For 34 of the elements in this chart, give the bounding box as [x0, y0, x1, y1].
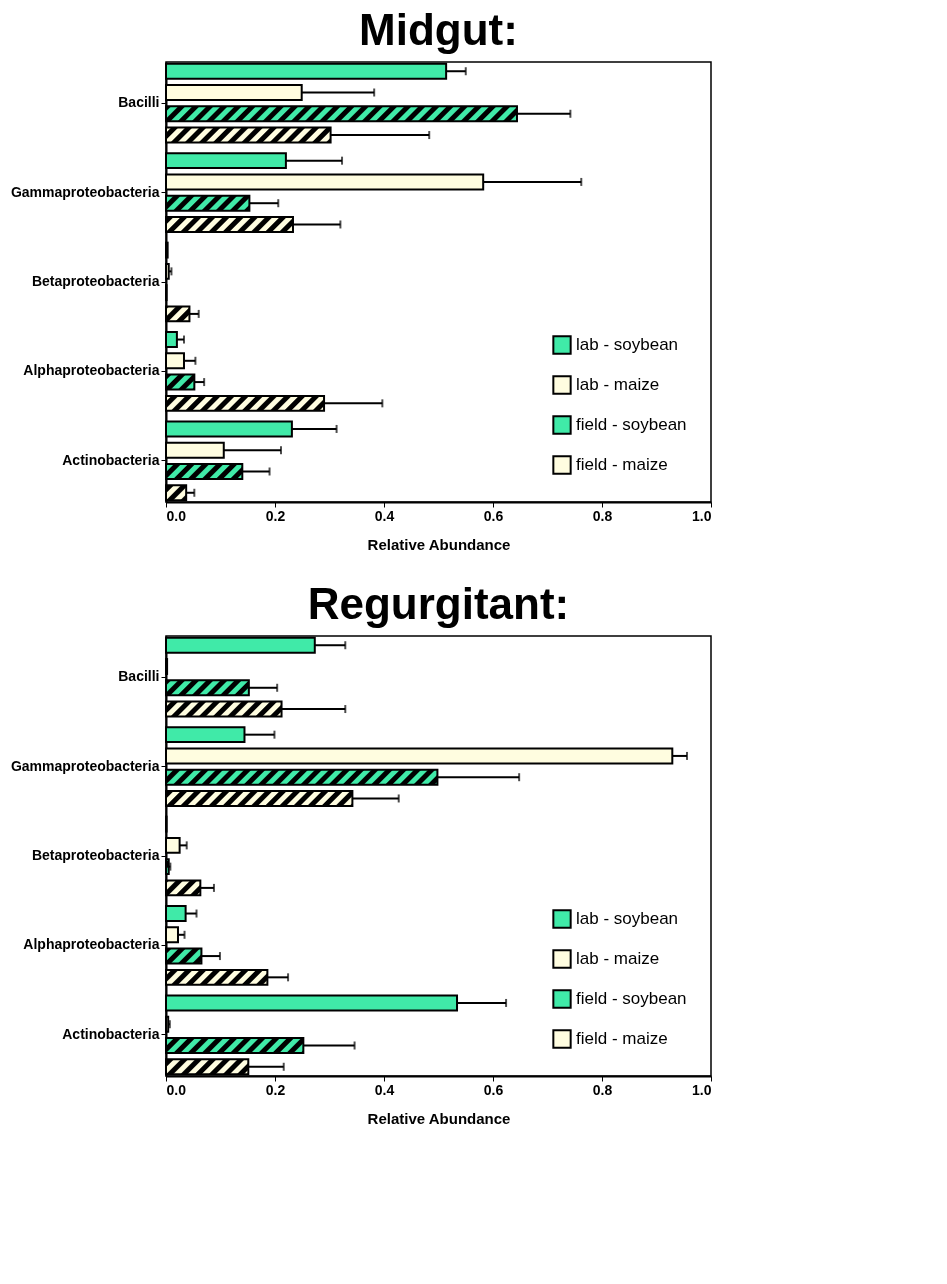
legend-label: lab - maize — [576, 375, 660, 394]
legend-label: field - soybean — [576, 989, 687, 1008]
chart-title: Midgut: — [359, 5, 518, 54]
x-tick-label: 1.0 — [692, 1081, 712, 1098]
x-tick-label: 1.0 — [692, 507, 712, 524]
chart-title: Regurgitant: — [307, 579, 570, 628]
x-tick-label: 0.4 — [374, 1081, 395, 1098]
legend-label: field - maize — [576, 1029, 668, 1048]
x-axis-title: Relative Abundance — [367, 1109, 511, 1127]
x-tick-label: 0.0 — [166, 507, 187, 524]
x-tick-label: 0.0 — [166, 1081, 187, 1098]
legend-label: field - soybean — [576, 415, 687, 434]
y-tick-label: Actinobacteria — [62, 1025, 160, 1042]
y-tick-label: Actinobacteria — [62, 451, 160, 468]
y-tick-label: Alphaproteobacteria — [23, 936, 160, 953]
y-tick-label: Alphaproteobacteria — [23, 362, 160, 379]
legend-label: field - maize — [576, 455, 668, 474]
x-tick-label: 0.8 — [592, 1081, 613, 1098]
y-tick-label: Betaproteobacteria — [31, 847, 160, 863]
y-tick-label: Bacilli — [118, 94, 160, 111]
legend-label: lab - maize — [576, 949, 660, 968]
x-tick-label: 0.8 — [592, 507, 613, 524]
legend-label: lab - soybean — [576, 335, 679, 354]
x-axis-title: Relative Abundance — [367, 535, 511, 553]
x-tick-label: 0.6 — [483, 507, 504, 524]
x-tick-label: 0.6 — [483, 1081, 504, 1098]
x-tick-label: 0.2 — [265, 507, 286, 524]
y-tick-label: Betaproteobacteria — [31, 273, 160, 289]
x-tick-label: 0.4 — [374, 507, 395, 524]
legend-label: lab - soybean — [576, 909, 679, 928]
x-tick-label: 0.2 — [265, 1081, 286, 1098]
y-tick-label: Bacilli — [118, 668, 160, 685]
y-tick-label: Gammaproteobacteria — [10, 757, 160, 774]
y-tick-label: Gammaproteobacteria — [10, 183, 160, 200]
